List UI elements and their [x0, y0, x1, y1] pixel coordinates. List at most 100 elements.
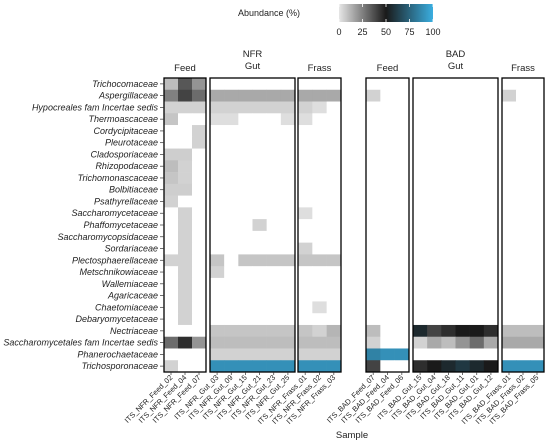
- heatmap-cell: [516, 113, 531, 126]
- heatmap-cell: [326, 89, 342, 102]
- heatmap-cell: [413, 78, 428, 91]
- heatmap-cell: [530, 348, 545, 361]
- heatmap-cell: [252, 207, 267, 220]
- heatmap-cell: [413, 313, 428, 326]
- heatmap-cell: [252, 348, 267, 361]
- heatmap-cell: [164, 125, 179, 138]
- heatmap-cell: [238, 324, 253, 338]
- heatmap-cell: [516, 242, 531, 255]
- heatmap-cell: [413, 148, 428, 161]
- heatmap-cell: [502, 242, 517, 255]
- heatmap-cell: [413, 242, 428, 255]
- heatmap-cell: [238, 336, 253, 349]
- heatmap-cell: [427, 289, 442, 302]
- heatmap-cell: [483, 277, 499, 290]
- heatmap-cell: [413, 101, 428, 114]
- heatmap-cell: [441, 78, 456, 91]
- heatmap-cell: [441, 207, 456, 220]
- heatmap-cell: [224, 101, 239, 114]
- heatmap-cell: [298, 254, 313, 267]
- heatmap-cell: [394, 266, 410, 279]
- y-tick-label: Phaffomycetaceae: [83, 220, 158, 230]
- heatmap-cell: [298, 125, 313, 138]
- heatmap-cell: [530, 360, 545, 373]
- heatmap-cell: [483, 172, 499, 185]
- heatmap-cell: [266, 324, 282, 338]
- heatmap-cell: [164, 254, 179, 267]
- heatmap-cell: [224, 160, 239, 173]
- heatmap-cell: [224, 313, 239, 326]
- heatmap-cell: [394, 219, 410, 232]
- heatmap-cell: [326, 183, 342, 196]
- heatmap-cell: [192, 78, 207, 91]
- heatmap-cell: [427, 172, 442, 185]
- heatmap-cell: [224, 242, 239, 255]
- heatmap-cell: [164, 277, 179, 290]
- heatmap-cell: [252, 195, 267, 208]
- heatmap-cell: [252, 78, 267, 91]
- heatmap-cell: [502, 148, 517, 161]
- heatmap-cell: [238, 183, 253, 196]
- heatmap-cell: [252, 172, 267, 185]
- heatmap-cell: [516, 301, 531, 314]
- heatmap-cell: [366, 101, 381, 114]
- heatmap-cell: [252, 136, 267, 149]
- panel-frame: [412, 77, 499, 373]
- heatmap-cell: [441, 289, 456, 302]
- heatmap-cell: [469, 195, 485, 208]
- heatmap-cell: [516, 89, 531, 102]
- heatmap-cell: [483, 125, 499, 138]
- heatmap-cell: [178, 207, 193, 220]
- heatmap-cell: [252, 160, 267, 173]
- heatmap-cell: [210, 219, 225, 232]
- heatmap-cell: [266, 136, 282, 149]
- heatmap-cell: [366, 360, 381, 373]
- heatmap-cell: [178, 360, 193, 373]
- heatmap-cell: [380, 336, 395, 349]
- heatmap-cell: [483, 113, 499, 126]
- heatmap-cell: [366, 324, 381, 338]
- heatmap-cell: [280, 289, 296, 302]
- heatmap-cell: [469, 313, 485, 326]
- heatmap-cell: [441, 254, 456, 267]
- x-axis-title: Sample: [336, 430, 368, 441]
- heatmap-cell: [427, 195, 442, 208]
- heatmap-cell: [266, 160, 282, 173]
- heatmap-cell: [210, 160, 225, 173]
- heatmap-cell: [312, 301, 327, 314]
- heatmap-cell: [312, 219, 327, 232]
- heatmap-cell: [192, 242, 207, 255]
- y-tick-label: Metschnikowiaceae: [79, 267, 158, 277]
- heatmap-cell: [312, 101, 327, 114]
- heatmap-cell: [530, 113, 545, 126]
- heatmap-cell: [238, 89, 253, 102]
- y-tick-label: Saccharomycetales fam Incertae sedis: [3, 338, 158, 348]
- heatmap-cell: [298, 219, 313, 232]
- heatmap-cell: [483, 207, 499, 220]
- heatmap-cell: [427, 254, 442, 267]
- legend-tick-label: 0: [336, 27, 341, 37]
- heatmap-cell: [427, 266, 442, 279]
- heatmap-cell: [224, 172, 239, 185]
- heatmap-cell: [224, 348, 239, 361]
- heatmap-cell: [192, 254, 207, 267]
- heatmap-cell: [280, 136, 296, 149]
- y-tick-label: Trichosporonaceae: [82, 361, 158, 371]
- heatmap-cell: [516, 254, 531, 267]
- heatmap-cell: [516, 360, 531, 373]
- heatmap-cell: [266, 78, 282, 91]
- heatmap-cell: [210, 89, 225, 102]
- heatmap-cell: [380, 277, 395, 290]
- heatmap-cell: [326, 324, 342, 338]
- heatmap-cell: [192, 324, 207, 338]
- heatmap-cell: [413, 160, 428, 173]
- heatmap-cell: [298, 113, 313, 126]
- heatmap-cell: [312, 160, 327, 173]
- heatmap-cell: [252, 277, 267, 290]
- heatmap-cell: [455, 289, 470, 302]
- heatmap-cell: [394, 242, 410, 255]
- heatmap-cell: [483, 266, 499, 279]
- legend: Abundance (%) 0 25 50 75 100: [238, 4, 441, 37]
- heatmap-cell: [238, 289, 253, 302]
- heatmap-cell: [238, 277, 253, 290]
